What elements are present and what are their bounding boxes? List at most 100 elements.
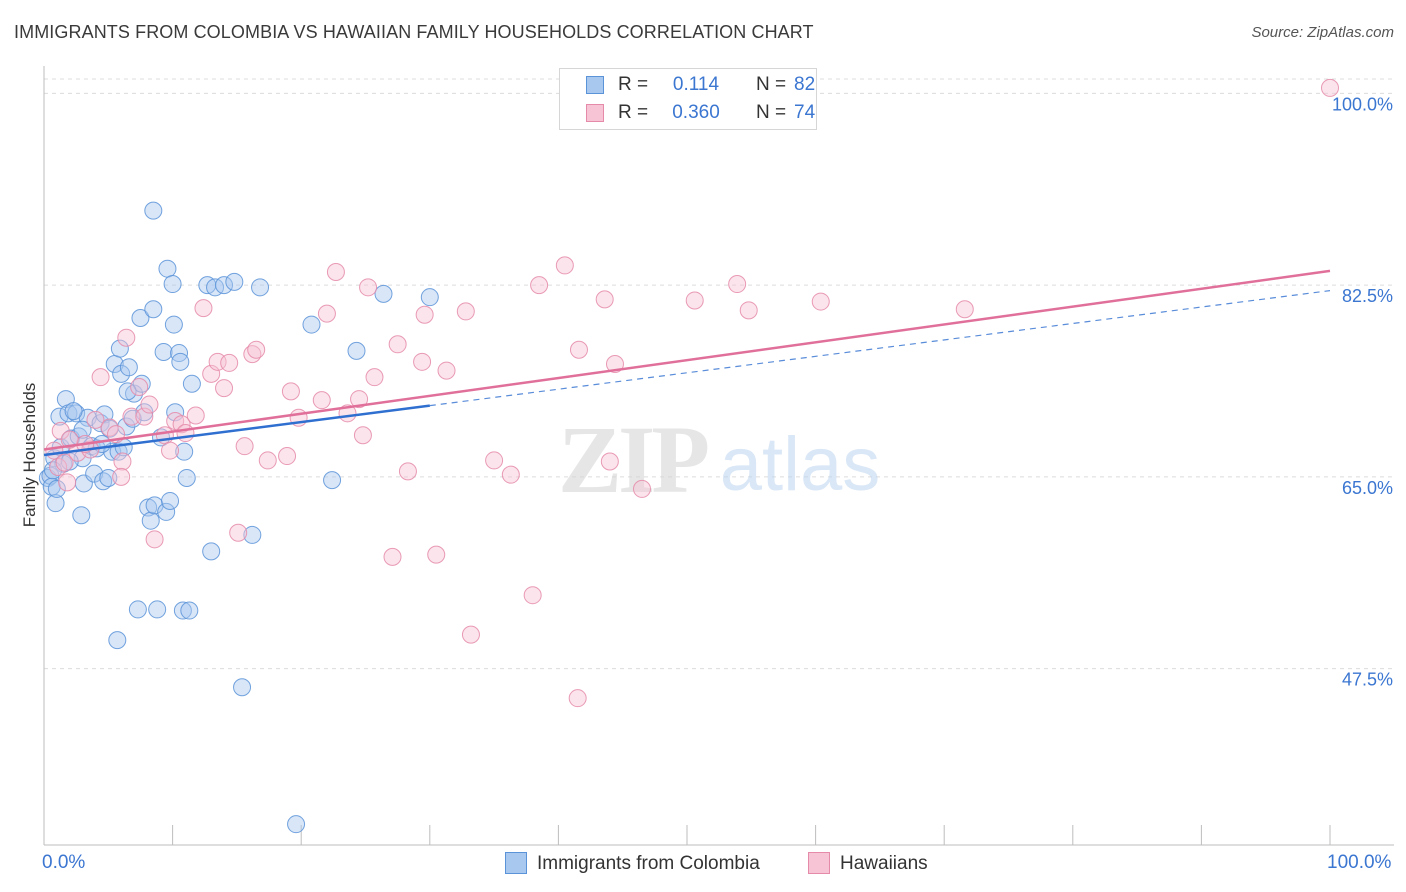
point-hawaiians bbox=[215, 379, 234, 398]
series-colombia-points bbox=[38, 201, 439, 834]
point-colombia bbox=[154, 342, 173, 361]
point-hawaiians bbox=[605, 355, 624, 374]
point-hawaiians bbox=[501, 465, 520, 484]
watermark-atlas: atlas bbox=[720, 422, 881, 507]
point-hawaiians bbox=[353, 426, 372, 445]
point-colombia bbox=[91, 414, 110, 433]
point-hawaiians bbox=[258, 451, 277, 470]
source-credit: Source: ZipAtlas.com bbox=[1251, 24, 1394, 41]
point-hawaiians bbox=[427, 545, 446, 564]
point-hawaiians bbox=[413, 352, 432, 371]
point-hawaiians bbox=[86, 410, 105, 429]
point-colombia bbox=[144, 201, 163, 220]
y-tick-labels: 47.5% 65.0% 82.5% 100.0% bbox=[1332, 94, 1393, 689]
point-hawaiians bbox=[485, 451, 504, 470]
legend-swatch-blue bbox=[586, 76, 604, 94]
point-hawaiians bbox=[600, 452, 619, 471]
point-hawaiians bbox=[60, 430, 79, 449]
legend-swatch-blue bbox=[505, 852, 527, 874]
point-hawaiians bbox=[739, 301, 758, 320]
point-colombia bbox=[132, 374, 151, 393]
point-hawaiians bbox=[229, 523, 248, 542]
point-hawaiians bbox=[140, 395, 159, 414]
point-colombia bbox=[72, 506, 91, 525]
point-colombia bbox=[215, 276, 234, 295]
point-colombia bbox=[94, 472, 113, 491]
legend-swatch-pink bbox=[586, 104, 604, 122]
bottom-legend-colombia: Immigrants from Colombia bbox=[505, 852, 760, 875]
point-hawaiians bbox=[235, 437, 254, 456]
legend-n-label: N = bbox=[756, 102, 787, 123]
point-hawaiians bbox=[122, 407, 141, 426]
point-hawaiians bbox=[186, 406, 205, 425]
point-hawaiians bbox=[220, 353, 239, 372]
point-hawaiians bbox=[58, 473, 77, 492]
point-colombia bbox=[161, 491, 180, 510]
point-colombia bbox=[108, 631, 127, 650]
correlation-legend: R = 0.114 N = 82 R = 0.360 N = 74 bbox=[559, 68, 817, 130]
point-hawaiians bbox=[145, 530, 164, 549]
point-colombia bbox=[47, 479, 66, 498]
point-colombia bbox=[206, 278, 225, 297]
bottom-legend-hawaiians: Hawaiians bbox=[808, 852, 928, 875]
point-colombia bbox=[118, 382, 137, 401]
point-hawaiians bbox=[461, 625, 480, 644]
point-colombia bbox=[374, 284, 393, 303]
point-hawaiians bbox=[113, 452, 132, 471]
legend-r-value: 0.114 bbox=[672, 74, 720, 95]
point-hawaiians bbox=[685, 291, 704, 310]
point-hawaiians bbox=[955, 300, 974, 319]
chart-title: IMMIGRANTS FROM COLOMBIA VS HAWAIIAN FAM… bbox=[14, 22, 814, 42]
point-hawaiians bbox=[388, 335, 407, 354]
point-hawaiians bbox=[91, 368, 110, 387]
point-hawaiians bbox=[555, 256, 574, 275]
point-colombia bbox=[287, 815, 306, 834]
x-tick-min: 0.0% bbox=[42, 852, 86, 873]
point-colombia bbox=[177, 468, 196, 487]
point-hawaiians bbox=[569, 340, 588, 359]
point-colombia bbox=[323, 471, 342, 490]
point-colombia bbox=[112, 364, 131, 383]
legend-r-value: 0.360 bbox=[672, 102, 720, 123]
point-colombia bbox=[110, 339, 129, 358]
point-colombia bbox=[182, 374, 201, 393]
point-hawaiians bbox=[398, 462, 417, 481]
y-tick-label: 100.0% bbox=[1332, 94, 1393, 114]
point-colombia bbox=[420, 288, 439, 307]
legend-label-hawaiians: Hawaiians bbox=[840, 853, 928, 874]
point-colombia bbox=[73, 420, 92, 439]
point-colombia bbox=[225, 272, 244, 291]
point-colombia bbox=[164, 315, 183, 334]
point-colombia bbox=[347, 341, 366, 360]
point-hawaiians bbox=[112, 467, 131, 486]
legend-r-label: R = bbox=[618, 102, 649, 123]
point-hawaiians bbox=[595, 290, 614, 309]
point-colombia bbox=[64, 402, 83, 421]
point-hawaiians bbox=[359, 278, 378, 297]
x-tick-max: 100.0% bbox=[1327, 852, 1392, 873]
point-hawaiians bbox=[135, 407, 154, 426]
point-colombia bbox=[171, 352, 190, 371]
trend-colombia-extension bbox=[429, 290, 1331, 407]
watermark-zip: ZIP bbox=[558, 406, 707, 513]
point-hawaiians bbox=[247, 340, 266, 359]
point-hawaiians bbox=[530, 276, 549, 295]
point-hawaiians bbox=[176, 424, 195, 443]
point-hawaiians bbox=[312, 391, 331, 410]
point-colombia bbox=[85, 464, 104, 483]
point-colombia bbox=[243, 525, 262, 544]
point-hawaiians bbox=[130, 378, 149, 397]
point-hawaiians bbox=[317, 304, 336, 323]
point-hawaiians bbox=[326, 262, 345, 281]
point-hawaiians bbox=[437, 361, 456, 380]
point-colombia bbox=[54, 454, 73, 473]
gridlines bbox=[44, 78, 1394, 670]
point-colombia bbox=[148, 600, 167, 619]
point-hawaiians bbox=[365, 368, 384, 387]
legend-n-label: N = bbox=[756, 74, 787, 95]
legend-r-label: R = bbox=[618, 74, 649, 95]
point-hawaiians bbox=[456, 302, 475, 321]
point-hawaiians bbox=[117, 328, 136, 347]
point-colombia bbox=[119, 358, 138, 377]
trend-colombia bbox=[43, 404, 430, 457]
